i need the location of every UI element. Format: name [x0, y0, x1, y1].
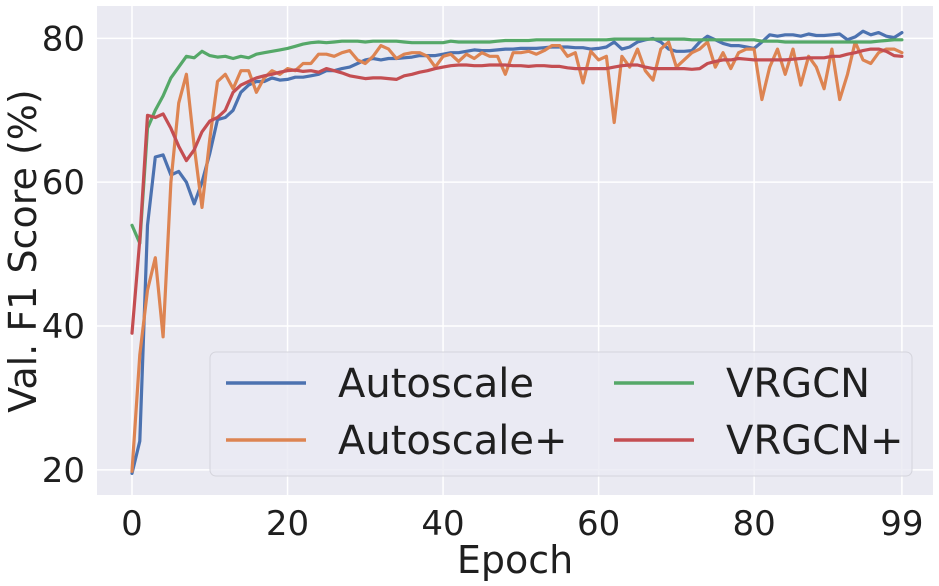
y-tick-label: 80	[42, 19, 85, 59]
y-axis-label: Val. F1 Score (%)	[1, 89, 45, 412]
x-tick-label: 99	[880, 504, 923, 544]
legend-label: Autoscale+	[338, 418, 567, 464]
series-line-autoscale-plus	[130, 40, 904, 473]
x-tick-label: 60	[577, 504, 620, 544]
x-axis-label: Epoch	[457, 538, 573, 582]
legend-label: Autoscale	[338, 361, 534, 407]
x-axis-ticks: 0 20 40 60 80 99	[121, 504, 923, 544]
y-tick-label: 60	[42, 163, 85, 203]
x-tick-label: 0	[121, 504, 143, 544]
y-tick-label: 20	[42, 451, 85, 491]
x-tick-label: 80	[733, 504, 776, 544]
legend-box	[209, 351, 913, 477]
y-axis-ticks: 20 40 60 80	[42, 19, 85, 490]
x-tick-label: 20	[266, 504, 309, 544]
x-tick-label: 40	[421, 504, 464, 544]
series-line-autoscale	[130, 29, 904, 475]
legend-label: VRGCN+	[726, 418, 904, 464]
legend: Autoscale Autoscale+ VRGCN VRGCN+	[209, 351, 913, 477]
series-line-vrgcn-plus	[130, 47, 904, 335]
series-lines	[130, 29, 904, 475]
legend-label: VRGCN	[726, 361, 870, 407]
series-line-vrgcn	[130, 37, 904, 245]
y-tick-label: 40	[42, 307, 85, 347]
